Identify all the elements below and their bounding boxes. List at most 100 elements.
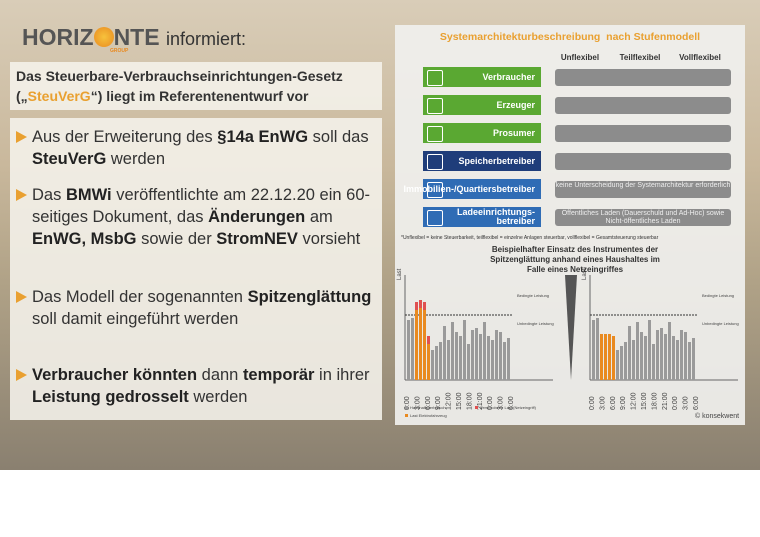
text-segment: Spitzenglättung	[247, 288, 372, 306]
load-bar	[692, 338, 695, 380]
load-bar	[636, 322, 639, 380]
load-bar	[407, 320, 410, 380]
text-segment: SteuVerG	[27, 88, 91, 104]
time-label: 21:00	[477, 392, 484, 410]
load-bar	[471, 330, 474, 380]
load-bar-top	[427, 336, 430, 344]
copyright: © konsekwent	[695, 412, 739, 420]
load-bar	[612, 336, 615, 380]
text-segment: SteuVerG	[32, 150, 107, 168]
load-bar	[620, 346, 623, 380]
load-bar	[648, 320, 651, 380]
load-bar	[507, 338, 510, 380]
row-text: Speicherbetreiber	[458, 155, 535, 166]
text-segment: Leistung gedrosselt	[32, 388, 189, 406]
load-bar	[431, 350, 434, 380]
load-bar-top	[423, 302, 426, 310]
load-bar	[503, 342, 506, 380]
text-segment: temporär	[242, 366, 315, 384]
load-bar	[479, 334, 482, 380]
load-bar	[672, 336, 675, 380]
row-icon	[427, 154, 443, 170]
text-segment: werden	[188, 388, 248, 406]
text-segment: Das Modell der sogenannten	[32, 288, 248, 306]
time-label: 6:00	[693, 396, 700, 410]
panel-title: Systemarchitekturbeschreibung nach Stufe…	[439, 31, 701, 43]
time-label: 3:00	[599, 396, 606, 410]
heading: („SteuVerG“) liegt im Referentenentwurf …	[16, 88, 309, 104]
row-bar	[555, 153, 731, 170]
legend-swatch	[405, 406, 408, 409]
time-label: 0:00	[589, 396, 596, 410]
load-bar	[664, 334, 667, 380]
bullet-box: Aus der Erweiterung des §14a EnWG soll d…	[10, 118, 382, 420]
load-bar	[455, 332, 458, 380]
time-label: 12:00	[446, 392, 453, 410]
load-bar	[656, 330, 659, 380]
logo-text: NTE	[113, 24, 160, 50]
limit-label: Bedingte Leistung	[702, 293, 734, 298]
text-segment: §14a EnWG	[217, 128, 309, 146]
text-segment: veröffentlichte am 22.12.20 ein 60-seiti…	[32, 186, 370, 226]
time-label: 15:00	[456, 392, 463, 410]
row-label: Immobilien-/Quartiersbetreiber	[403, 179, 541, 199]
row-icon	[427, 126, 443, 142]
text-segment: soll das	[308, 128, 369, 146]
row-icon	[427, 210, 443, 226]
text-segment: sowie der	[136, 230, 217, 248]
load-bar	[423, 302, 426, 380]
text-segment: vorsieht	[297, 230, 361, 248]
legend-swatch	[475, 406, 478, 409]
row-text: Ladeeinrichtungs-betreiber	[456, 207, 535, 226]
time-label: 6:00	[508, 396, 515, 410]
limit-label: Unbedingte Leistung	[702, 321, 739, 326]
row-text: Erzeuger	[496, 99, 535, 110]
caption: Beispielhafter Einsatz des Instrumentes …	[490, 245, 660, 274]
row-note: Öffentliches Laden (Dauerschuld und Ad-H…	[561, 210, 725, 225]
row-bar: keine Unterscheidung der Systemarchitekt…	[555, 181, 731, 198]
load-bar	[592, 320, 595, 380]
charts: Last Bedingte Leistung Unbedingte Leistung…	[397, 268, 739, 420]
load-bar	[600, 334, 603, 380]
load-bar	[688, 342, 691, 380]
time-label: 18:00	[651, 392, 658, 410]
bullet: Aus der Erweiterung des §14a EnWG soll d…	[16, 126, 378, 170]
row-icon	[427, 98, 443, 114]
text-segment: Verbraucher könnten	[32, 366, 198, 384]
time-label: 3:00	[498, 396, 505, 410]
load-bar	[652, 344, 655, 380]
limit-label: Bedingte Leistung	[517, 293, 549, 298]
time-label: 0:00	[672, 396, 679, 410]
text-segment: BMWi	[65, 186, 112, 204]
tagline: informiert:	[165, 29, 246, 49]
row-text: Immobilien-/Quartiersbetreiber	[403, 183, 535, 194]
row-label: Speicherbetreiber	[423, 151, 541, 171]
column-header: Vollflexibel	[679, 53, 721, 62]
load-bar	[608, 334, 611, 380]
time-label: 0:00	[404, 396, 411, 410]
legend-label: Verschobene Last (Netzeingriff)	[480, 405, 537, 410]
arrow-shape	[565, 275, 577, 380]
load-bar	[604, 334, 607, 380]
row-text: Prosumer	[492, 127, 535, 138]
axis-label: Last	[582, 268, 588, 280]
row-note: keine Unterscheidung der Systemarchitekt…	[555, 182, 731, 189]
footnote: *Unflexibel = keine Steuerbarkeit, teilf…	[401, 235, 659, 241]
load-bar	[660, 328, 663, 380]
heading: Das Steuerbare-Verbrauchseinrichtungen-G…	[16, 68, 343, 84]
heading-box: Das Steuerbare-Verbrauchseinrichtungen-G…	[10, 62, 382, 110]
text-segment: dann	[197, 366, 243, 384]
text-segment: StromNEV	[216, 230, 298, 248]
row-label: Ladeeinrichtungs-betreiber	[423, 207, 541, 227]
load-bar	[443, 326, 446, 380]
legend-swatch	[405, 414, 408, 417]
bullet: Das Modell der sogenannten Spitzenglättu…	[16, 286, 378, 330]
load-bar	[628, 326, 631, 380]
load-bar	[427, 336, 430, 380]
load-bar	[415, 302, 418, 380]
load-bar	[680, 330, 683, 380]
text-segment: EnWG, MsbG	[32, 230, 137, 248]
load-bar	[467, 344, 470, 380]
load-bar	[616, 350, 619, 380]
time-label: 15:00	[641, 392, 648, 410]
